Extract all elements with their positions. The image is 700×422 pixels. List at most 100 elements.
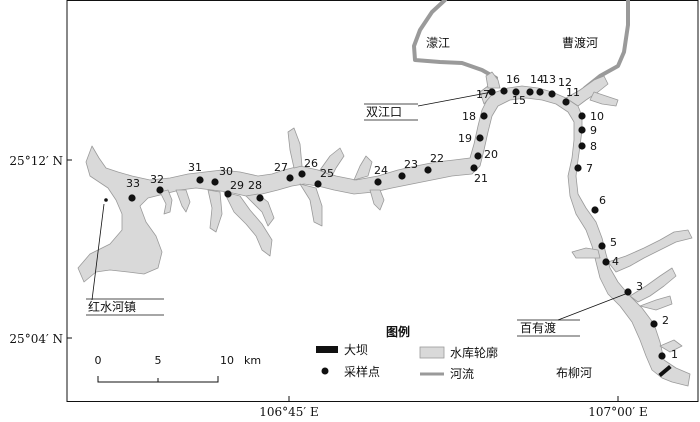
sample-point-25 <box>314 180 322 188</box>
sample-point-9 <box>578 126 586 134</box>
sample-point-label-26: 26 <box>304 157 318 170</box>
sample-point-3 <box>624 288 632 296</box>
label-underlines <box>86 103 580 321</box>
sample-point-label-5: 5 <box>610 236 617 249</box>
sample-point-15 <box>512 88 520 96</box>
sample-point-label-6: 6 <box>599 194 606 207</box>
sample-point-label-20: 20 <box>484 148 498 161</box>
lon-label-west: 106°45′ E <box>259 405 318 419</box>
sample-point-label-7: 7 <box>586 162 593 175</box>
sample-point-label-16: 16 <box>506 73 520 86</box>
legend-reservoir-swatch <box>419 346 445 359</box>
lat-label-south: 25°04′ N <box>9 332 63 346</box>
sample-point-6 <box>591 206 599 214</box>
sample-point-label-21: 21 <box>474 172 488 185</box>
river-label-caoduhe: 曹渡河 <box>562 35 598 50</box>
sample-point-label-1: 1 <box>671 348 678 361</box>
scale-tick-10: 10 <box>220 354 234 367</box>
sample-point-label-2: 2 <box>662 314 669 327</box>
sample-point-19 <box>476 134 484 142</box>
sample-point-label-4: 4 <box>612 255 619 268</box>
dam-marker <box>658 364 672 378</box>
legend-river-label: 河流 <box>450 367 474 381</box>
sample-point-label-9: 9 <box>590 124 597 137</box>
sample-point-7 <box>574 164 582 172</box>
sample-point-2 <box>650 320 658 328</box>
sample-point-label-19: 19 <box>458 132 472 145</box>
sample-point-17 <box>488 88 496 96</box>
sample-point-18 <box>480 112 488 120</box>
sample-point-label-3: 3 <box>636 280 643 293</box>
sample-point-label-32: 32 <box>150 173 164 186</box>
sample-point-label-31: 31 <box>188 161 202 174</box>
lon-label-east: 107°00′ E <box>588 405 647 419</box>
sample-point-1 <box>658 352 666 360</box>
sample-point-label-12: 12 <box>558 76 572 89</box>
scale-tick-5: 5 <box>155 354 162 367</box>
reservoir-outline <box>77 85 691 387</box>
sample-point-label-18: 18 <box>462 110 476 123</box>
legend-reservoir-label: 水库轮廓 <box>450 345 498 360</box>
river-label-mengjiang: 濛江 <box>426 36 450 50</box>
sample-point-label-33: 33 <box>126 177 140 190</box>
sample-point-12 <box>548 90 556 98</box>
sample-point-31 <box>196 176 204 184</box>
sample-point-29 <box>224 190 232 198</box>
sample-point-label-23: 23 <box>404 158 418 171</box>
legend: 图例 大坝 采样点 水库轮廓 河流 <box>316 324 498 381</box>
sample-point-label-22: 22 <box>430 152 444 165</box>
sample-points: 1234567891011121314151617181920212223242… <box>126 73 678 361</box>
scale-tick-0: 0 <box>95 354 102 367</box>
sample-point-label-15: 15 <box>512 94 526 107</box>
sample-point-22 <box>424 166 432 174</box>
sample-point-32 <box>156 186 164 194</box>
sample-point-14 <box>526 88 534 96</box>
place-label-shuangjiangkou: 双江口 <box>366 105 402 119</box>
sample-point-5 <box>598 242 606 250</box>
scale-bar: 0 5 10 km <box>95 354 261 383</box>
sample-point-21 <box>470 164 478 172</box>
reservoir-arms <box>159 71 693 353</box>
sample-point-4 <box>602 258 610 266</box>
sample-point-11 <box>562 98 570 106</box>
river-caoduhe <box>583 0 630 90</box>
sample-point-8 <box>578 142 586 150</box>
legend-title: 图例 <box>386 324 410 339</box>
sample-point-10 <box>578 112 586 120</box>
sample-point-label-24: 24 <box>374 164 388 177</box>
sample-point-label-28: 28 <box>248 179 262 192</box>
scale-unit: km <box>244 354 261 367</box>
legend-point-swatch <box>321 367 329 375</box>
sample-point-23 <box>398 172 406 180</box>
sample-point-label-27: 27 <box>274 161 288 174</box>
lat-label-north: 25°12′ N <box>9 154 63 168</box>
sample-point-28 <box>256 194 264 202</box>
sample-point-label-17: 17 <box>476 88 490 101</box>
legend-dam-swatch <box>316 346 338 353</box>
hongshuihe-town-marker <box>104 198 108 202</box>
sample-point-27 <box>286 174 294 182</box>
sample-point-24 <box>374 178 382 186</box>
sample-point-label-10: 10 <box>590 110 604 123</box>
leader-lines <box>91 91 629 321</box>
sample-point-label-13: 13 <box>542 73 556 86</box>
sample-point-label-29: 29 <box>230 179 244 192</box>
river-label-buliuhe: 布柳河 <box>556 366 592 380</box>
place-label-hongshuihe-town: 红水河镇 <box>88 299 136 314</box>
axis-ticks <box>67 159 619 401</box>
legend-dam-label: 大坝 <box>344 343 368 357</box>
legend-point-label: 采样点 <box>344 364 380 379</box>
sample-point-26 <box>298 170 306 178</box>
place-label-baiyoudu: 百有渡 <box>520 320 556 335</box>
sample-point-30 <box>211 178 219 186</box>
rivers <box>412 0 630 90</box>
sample-point-20 <box>474 152 482 160</box>
sample-point-label-14: 14 <box>530 73 544 86</box>
sample-point-label-25: 25 <box>320 167 334 180</box>
sample-point-13 <box>536 88 544 96</box>
river-mengjiang <box>412 0 498 80</box>
sample-point-label-11: 11 <box>566 86 580 99</box>
sample-point-16 <box>500 87 508 95</box>
sample-point-label-8: 8 <box>590 140 597 153</box>
